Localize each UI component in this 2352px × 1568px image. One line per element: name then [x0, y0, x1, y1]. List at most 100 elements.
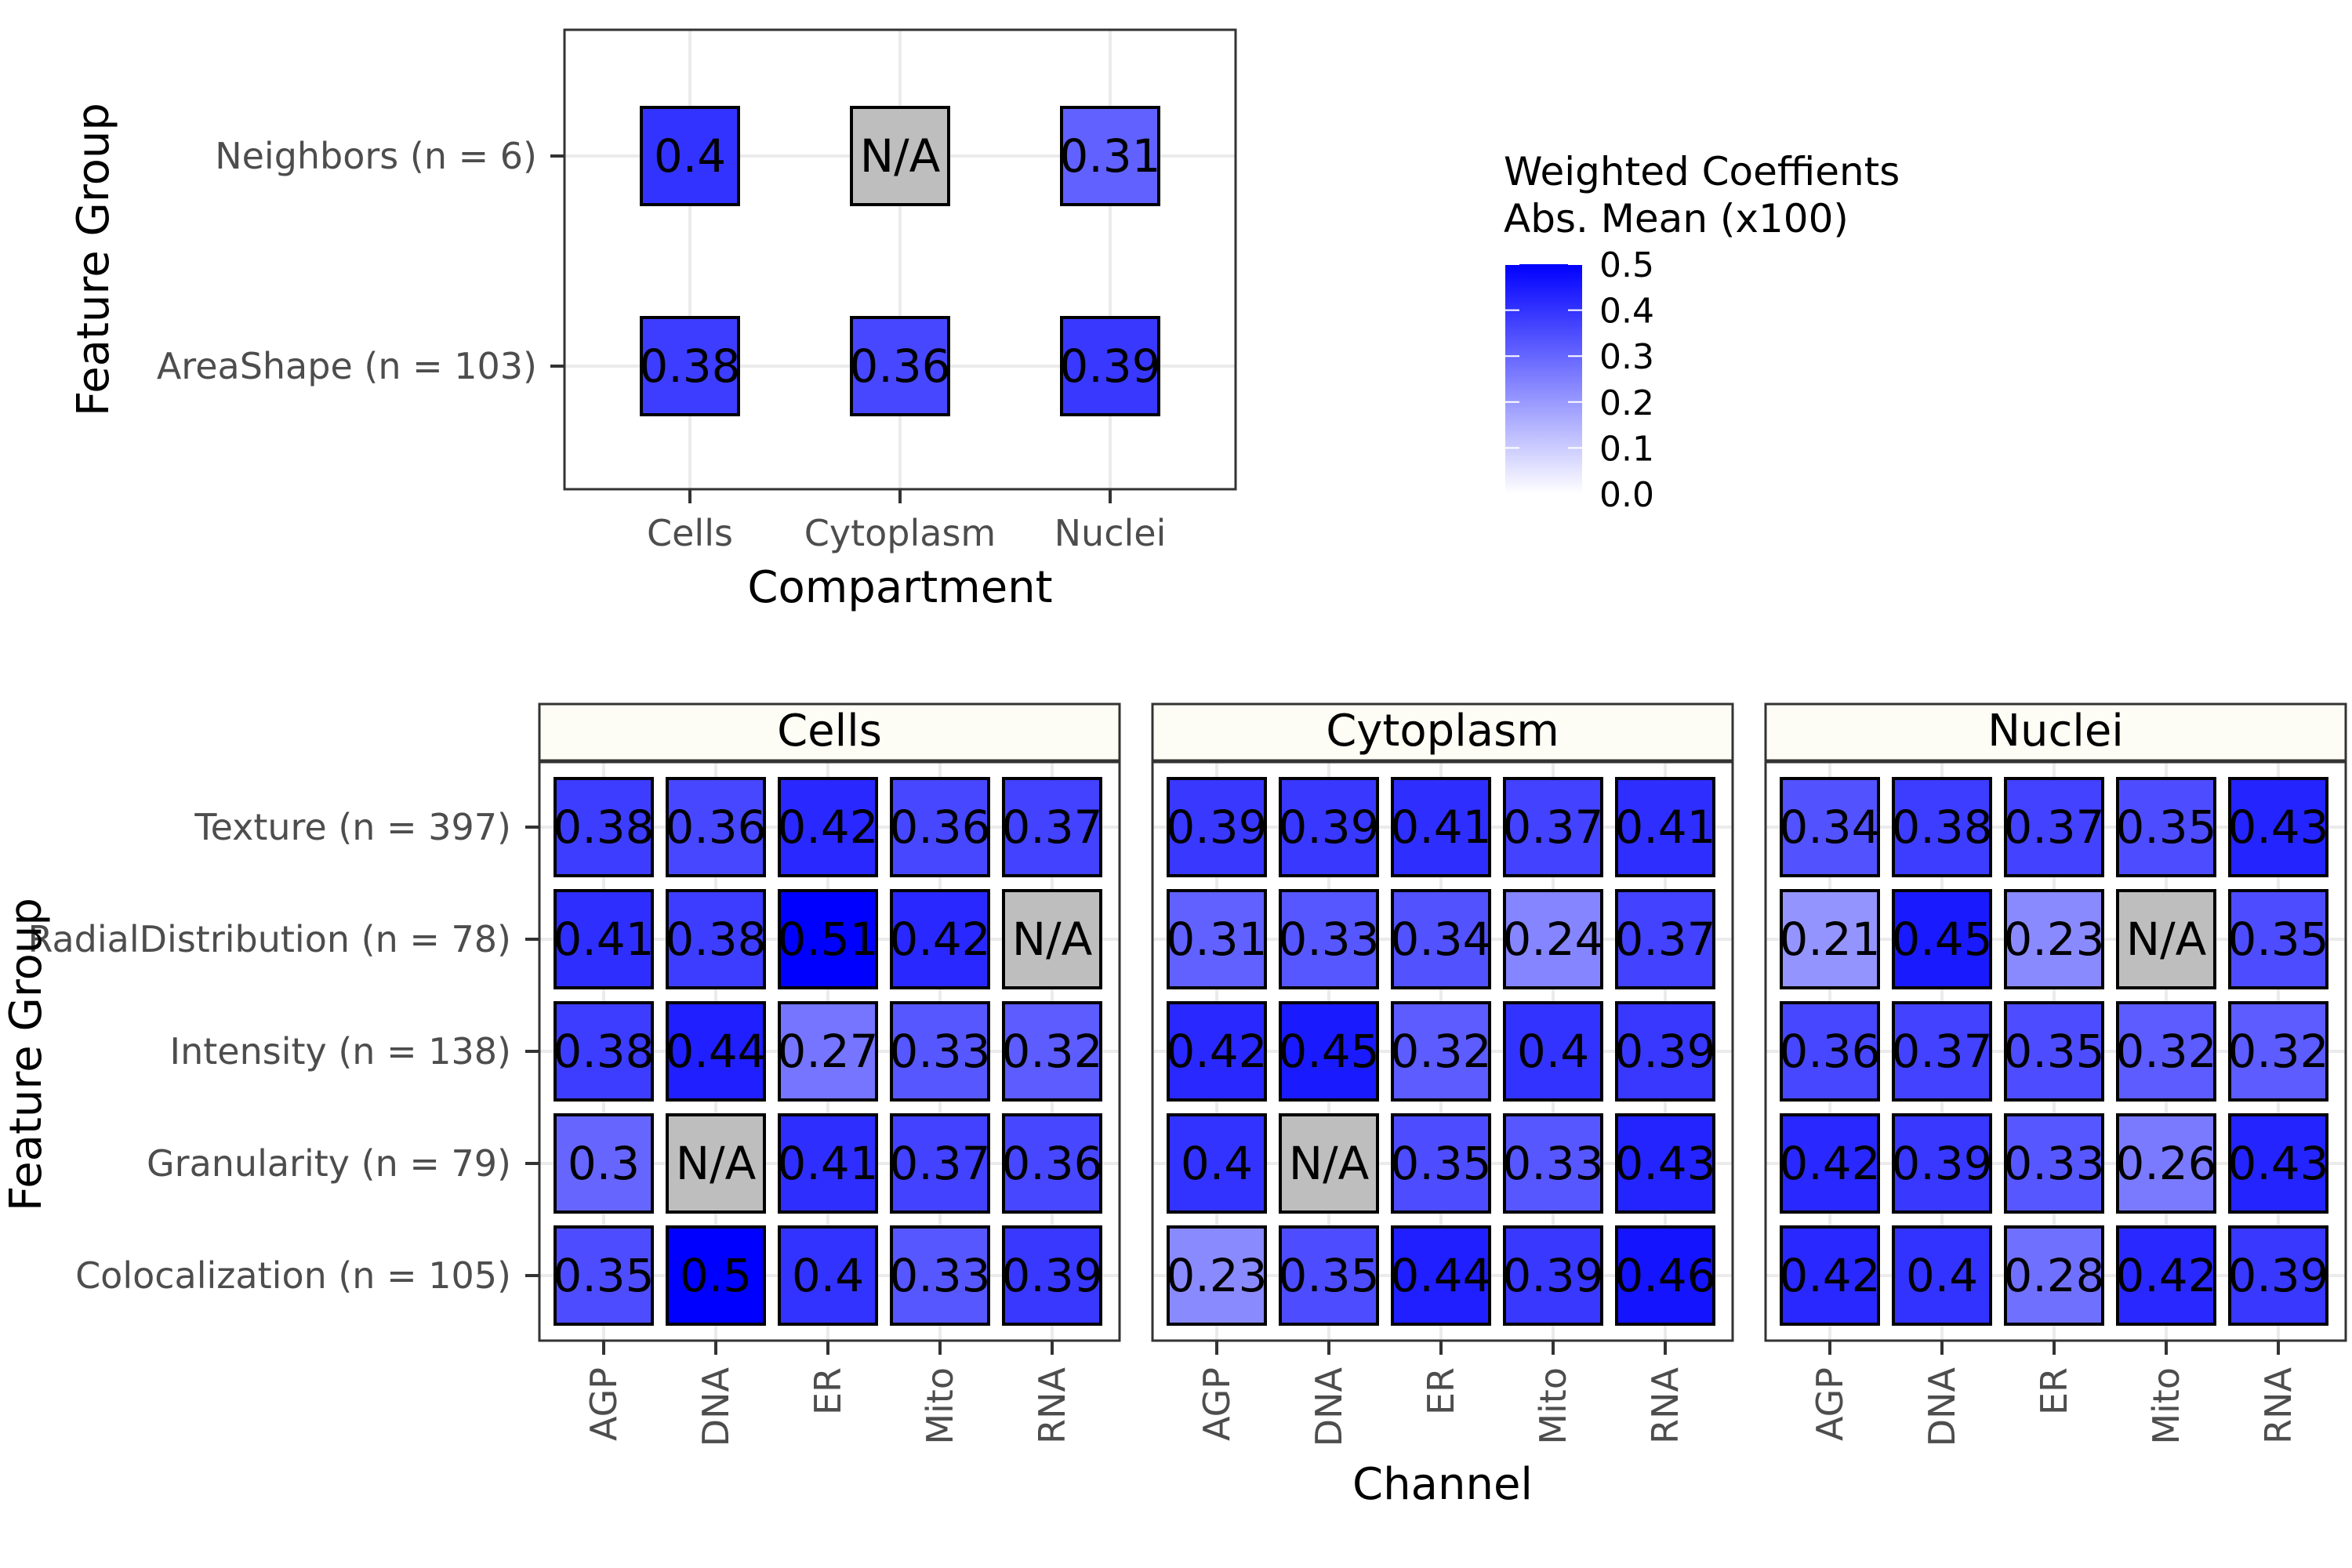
heatmap-tile	[1503, 889, 1603, 989]
y-tick-label: Granularity (n = 79)	[147, 1142, 511, 1185]
heatmap-tile	[1503, 777, 1603, 877]
x-tick-label: Mito	[919, 1367, 961, 1445]
heatmap-tile	[1892, 777, 1992, 877]
x-tick-label: Mito	[2145, 1367, 2187, 1445]
heatmap-tile	[2004, 1225, 2104, 1326]
heatmap-tile	[778, 1225, 878, 1326]
heatmap-tile	[2004, 777, 2104, 877]
heatmap-tile	[890, 1225, 990, 1326]
heatmap-tile	[1780, 1225, 1880, 1326]
y-tick-label: Neighbors (n = 6)	[215, 135, 537, 177]
tile-value-label: 0.36	[1779, 1025, 1880, 1078]
heatmap-tile	[890, 777, 990, 877]
tile-value-label: 0.23	[1166, 1249, 1267, 1302]
heatmap-tile	[1892, 889, 1992, 989]
x-tick-label: DNA	[1308, 1367, 1350, 1446]
tile-value-label: 0.33	[889, 1025, 990, 1078]
tile-value-label: 0.42	[2115, 1249, 2216, 1302]
tile-value-label: 0.38	[1891, 800, 1992, 854]
y-tick-label: Intensity (n = 138)	[170, 1030, 511, 1073]
tile-value-label: 0.4	[792, 1249, 864, 1302]
heatmap-tile	[1279, 1001, 1379, 1102]
heatmap-tile	[640, 106, 740, 206]
heatmap-tile	[1780, 777, 1880, 877]
heatmap-tile	[890, 889, 990, 989]
x-tick-label: Mito	[1532, 1367, 1574, 1445]
tile-value-label: 0.38	[665, 913, 766, 966]
tile-value-label: N/A	[1289, 1137, 1370, 1190]
top-x-axis-title: Compartment	[747, 562, 1052, 613]
legend-tick-label: 0.1	[1599, 429, 1654, 469]
heatmap-tile	[554, 1225, 654, 1326]
facet-strip-label: Cells	[777, 706, 882, 757]
tile-value-label: N/A	[1012, 913, 1093, 966]
heatmap-tile	[666, 1001, 766, 1102]
heatmap-tile	[778, 1001, 878, 1102]
heatmap-tile	[850, 106, 950, 206]
tile-value-label: 0.34	[1779, 800, 1880, 854]
bottom-y-axis-title: Feature Group	[1, 898, 52, 1211]
heatmap-tile	[1615, 889, 1715, 989]
tile-value-label: 0.31	[1059, 129, 1160, 183]
tile-value-label: 0.37	[1502, 800, 1603, 854]
tile-value-label: 0.43	[2227, 800, 2328, 854]
heatmap-tile	[778, 889, 878, 989]
heatmap-tile	[1002, 1225, 1102, 1326]
tile-value-label: 0.39	[1166, 800, 1267, 854]
legend-colorbar	[1505, 264, 1582, 494]
heatmap-tile	[1002, 889, 1102, 989]
tile-value-label: 0.37	[1891, 1025, 1992, 1078]
heatmap-tile	[666, 1113, 766, 1214]
legend-tick-label: 0.2	[1599, 383, 1654, 423]
tile-value-label: 0.39	[1278, 800, 1379, 854]
heatmap-tile	[2116, 1113, 2216, 1214]
x-tick-label: ER	[1420, 1367, 1462, 1415]
x-tick-label: RNA	[1031, 1367, 1073, 1443]
legend-tick-label: 0.5	[1599, 245, 1654, 285]
tile-value-label: 0.41	[553, 913, 654, 966]
tile-value-label: 0.4	[1517, 1025, 1589, 1078]
heatmap-tile	[1002, 777, 1102, 877]
tile-value-label: 0.39	[2227, 1249, 2328, 1302]
heatmap-tile	[1892, 1001, 1992, 1102]
tile-value-label: 0.36	[889, 800, 990, 854]
tile-value-label: 0.46	[1614, 1249, 1715, 1302]
heatmap-tile	[554, 777, 654, 877]
tile-value-label: 0.37	[889, 1137, 990, 1190]
heatmap-tile	[666, 889, 766, 989]
tile-value-label: 0.35	[553, 1249, 654, 1302]
heatmap-tile	[666, 1225, 766, 1326]
heatmap-tile	[2116, 889, 2216, 989]
tile-value-label: 0.37	[1614, 913, 1715, 966]
tile-value-label: 0.39	[1614, 1025, 1715, 1078]
tile-value-label: 0.42	[889, 913, 990, 966]
tile-value-label: 0.24	[1502, 913, 1603, 966]
top-y-axis: Neighbors (n = 6) AreaShape (n = 103)	[157, 135, 564, 387]
y-tick-label: AreaShape (n = 103)	[157, 345, 537, 387]
heatmap-tile	[2004, 1113, 2104, 1214]
tile-value-label: 0.35	[1390, 1137, 1491, 1190]
heatmap-tile	[1615, 777, 1715, 877]
tile-value-label: 0.39	[1502, 1249, 1603, 1302]
tile-value-label: 0.36	[665, 800, 766, 854]
tile-value-label: 0.4	[654, 129, 726, 183]
bottom-y-axis: Texture (n = 397) RadialDistribution (n =…	[28, 806, 539, 1297]
tile-value-label: 0.42	[1779, 1137, 1880, 1190]
heatmap-tile	[1892, 1225, 1992, 1326]
x-tick-label: AGP	[1809, 1367, 1851, 1441]
tile-value-label: 0.5	[680, 1249, 752, 1302]
heatmap-tile	[890, 1001, 990, 1102]
heatmap-tile	[1002, 1113, 1102, 1214]
tile-value-label: 0.21	[1779, 913, 1880, 966]
heatmap-tile	[2228, 1001, 2328, 1102]
tile-value-label: 0.33	[1278, 913, 1379, 966]
heatmap-tile	[1780, 1001, 1880, 1102]
tile-value-label: 0.33	[1502, 1137, 1603, 1190]
tile-value-label: 0.27	[777, 1025, 878, 1078]
tile-value-label: 0.43	[2227, 1137, 2328, 1190]
x-tick-label: Nuclei	[1054, 512, 1167, 554]
heatmap-tile	[1780, 889, 1880, 989]
tile-value-label: 0.43	[1614, 1137, 1715, 1190]
